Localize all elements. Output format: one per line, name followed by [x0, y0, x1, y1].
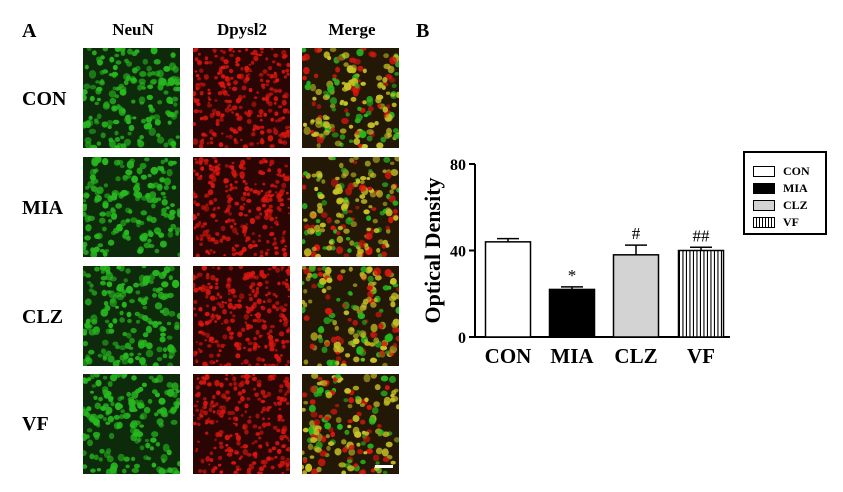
legend-swatch-con — [753, 166, 775, 177]
column-header-merge: Merge — [328, 20, 376, 39]
legend-swatch-vf — [753, 217, 775, 228]
row-label-mia: MIA — [22, 197, 64, 219]
bar-mia — [548, 288, 596, 338]
legend-swatch-clz — [753, 200, 775, 211]
y-axis-label: Optical Density — [420, 177, 445, 323]
x-tick-label-vf: VF — [687, 344, 715, 368]
micrograph-vf-merge — [302, 374, 399, 474]
row-label-vf: VF — [22, 413, 49, 435]
micrograph-clz-merge — [302, 266, 399, 366]
micrograph-con-merge — [302, 48, 399, 148]
micrograph-con-dpysl2 — [193, 48, 290, 148]
bar-chart: 0 40 80 Optical Density CON * MIA # CLZ ## VF — [420, 157, 730, 368]
bar-vf — [677, 249, 725, 338]
x-tick-label-clz: CLZ — [614, 344, 657, 368]
x-tick-label-con: CON — [485, 344, 532, 368]
bar-clz — [612, 254, 660, 338]
panel-letter-a: A — [22, 20, 37, 42]
significance-vf: ## — [693, 226, 711, 245]
legend-label-clz: CLZ — [783, 198, 808, 212]
micrograph-con-neun — [83, 48, 180, 148]
significance-clz: # — [632, 224, 641, 243]
legend-label-con: CON — [783, 164, 810, 178]
scale-bar — [375, 465, 393, 468]
legend-swatch-mia — [753, 183, 775, 194]
row-label-con: CON — [22, 88, 67, 110]
legend-label-mia: MIA — [783, 181, 808, 195]
y-tick-label-80: 80 — [450, 157, 466, 174]
micrograph-vf-neun — [83, 374, 180, 474]
significance-mia: * — [568, 266, 577, 285]
micrograph-mia-merge — [302, 157, 399, 257]
y-tick-label-40: 40 — [450, 244, 466, 261]
row-label-clz: CLZ — [22, 306, 64, 328]
legend-label-vf: VF — [783, 215, 799, 229]
bar-con — [484, 241, 532, 338]
micrograph-clz-dpysl2 — [193, 266, 290, 366]
y-tick-label-0: 0 — [458, 330, 466, 347]
micrograph-clz-neun — [83, 266, 180, 366]
micrograph-vf-dpysl2 — [193, 374, 290, 474]
micrograph-mia-dpysl2 — [193, 157, 290, 257]
chart-legend: CON MIA CLZ VF — [743, 151, 827, 235]
column-header-dpysl2: Dpysl2 — [216, 20, 268, 39]
micrograph-mia-neun — [83, 157, 180, 257]
x-tick-label-mia: MIA — [550, 344, 594, 368]
panel-letter-b: B — [416, 20, 430, 42]
column-header-neun: NeuN — [112, 20, 154, 39]
